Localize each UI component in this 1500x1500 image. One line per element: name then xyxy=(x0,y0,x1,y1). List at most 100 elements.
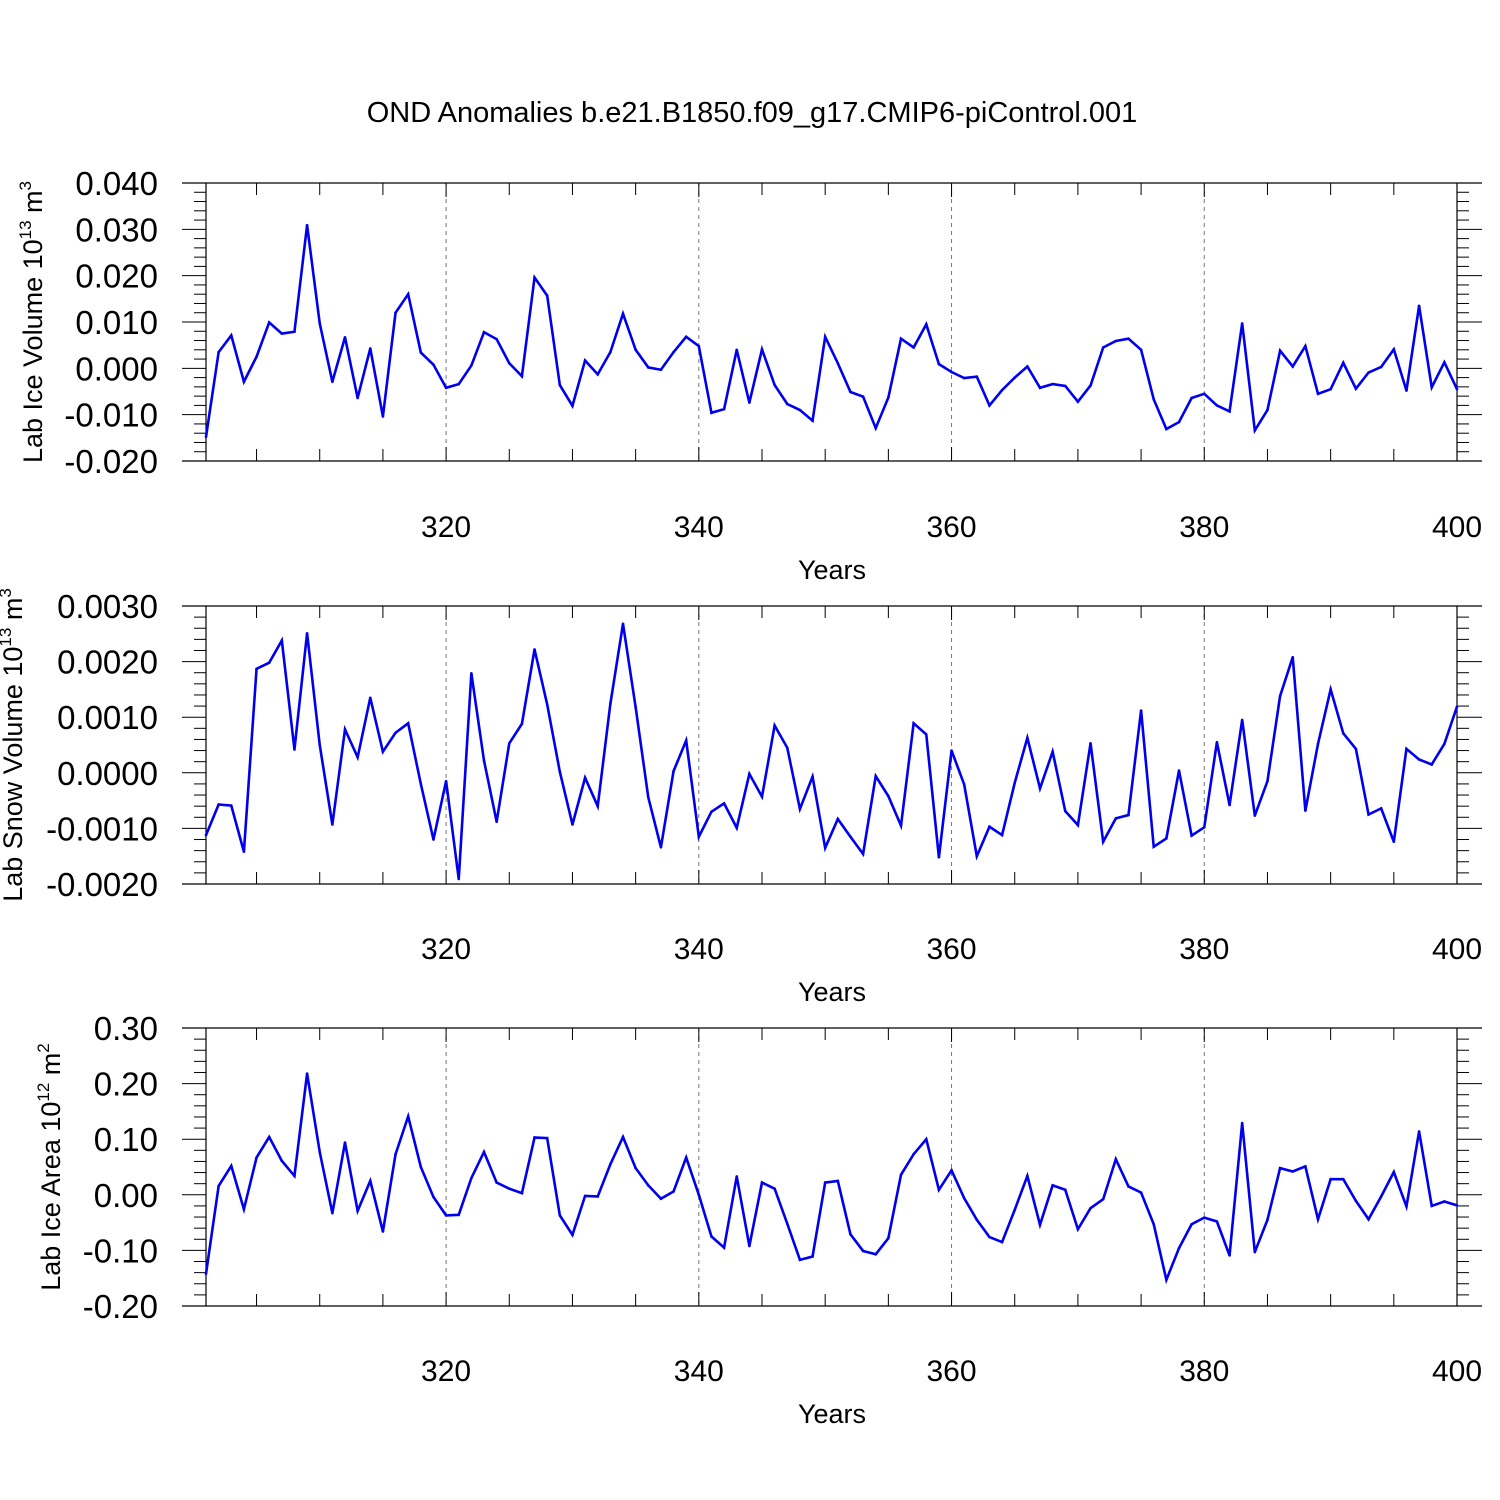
data-point xyxy=(924,323,928,326)
data-point xyxy=(596,804,600,808)
data-point xyxy=(975,1218,979,1222)
data-point xyxy=(356,755,359,759)
data-point xyxy=(229,804,233,807)
y-tick-label: 0.0010 xyxy=(57,699,158,736)
data-point xyxy=(1266,1218,1269,1222)
x-axis-label: Years xyxy=(798,1399,866,1429)
data-point xyxy=(495,820,498,824)
data-point xyxy=(406,1115,410,1118)
data-point xyxy=(507,361,511,365)
data-point xyxy=(899,824,903,827)
x-tick-label: 340 xyxy=(674,511,724,544)
data-point xyxy=(1367,371,1370,374)
data-point xyxy=(1202,392,1206,396)
data-point xyxy=(419,1165,423,1169)
y-tick-label: -0.10 xyxy=(83,1232,158,1269)
data-point xyxy=(1304,809,1307,812)
data-point xyxy=(1455,1204,1459,1207)
data-point xyxy=(1379,807,1383,810)
data-point xyxy=(1329,387,1332,391)
series-line xyxy=(204,623,1459,880)
x-tick-label: 400 xyxy=(1432,1355,1482,1388)
data-point xyxy=(495,1181,498,1184)
data-point xyxy=(646,1184,650,1187)
data-point xyxy=(1379,1195,1383,1198)
data-point xyxy=(293,1174,296,1178)
data-point xyxy=(937,362,941,366)
y-label-text: Lab Ice Volume 10 xyxy=(18,239,48,463)
data-point xyxy=(1038,386,1042,390)
data-point xyxy=(545,294,549,297)
data-point xyxy=(773,383,776,387)
data-point xyxy=(255,355,258,359)
data-point xyxy=(899,337,903,340)
data-point xyxy=(558,383,562,387)
data-point xyxy=(924,733,928,736)
data-point xyxy=(1026,1174,1029,1178)
data-point xyxy=(1316,392,1320,396)
data-point xyxy=(1392,1170,1396,1174)
data-point xyxy=(394,311,397,315)
data-point xyxy=(785,402,789,406)
data-point xyxy=(1089,384,1092,387)
y-tick-label: 0.010 xyxy=(75,304,158,341)
data-point xyxy=(672,769,675,773)
y-axis-label: Lab Ice Area 1012 m2 xyxy=(34,1043,66,1291)
data-point xyxy=(1038,787,1042,790)
data-point xyxy=(836,817,840,821)
data-point xyxy=(545,703,549,706)
data-point xyxy=(368,696,372,700)
data-point xyxy=(1417,1130,1421,1133)
data-point xyxy=(1114,339,1118,343)
data-point xyxy=(204,435,208,439)
data-point xyxy=(1051,750,1054,753)
data-point xyxy=(609,350,612,354)
data-point xyxy=(406,722,410,725)
data-point xyxy=(1443,361,1446,364)
data-point xyxy=(621,1135,625,1139)
x-axis-label: Years xyxy=(798,977,866,1007)
data-point xyxy=(684,739,688,742)
y-tick-label: 0.00 xyxy=(94,1177,158,1214)
data-point xyxy=(823,846,827,850)
data-point xyxy=(1013,1208,1017,1212)
data-point xyxy=(1177,420,1181,424)
data-point xyxy=(912,1152,915,1156)
data-point xyxy=(229,334,233,337)
data-point xyxy=(558,1214,562,1217)
data-point xyxy=(1165,1278,1168,1282)
data-point xyxy=(735,348,739,352)
data-point xyxy=(773,1187,776,1190)
data-point xyxy=(267,661,271,665)
y-label-text: m xyxy=(36,1053,66,1076)
data-point xyxy=(1443,742,1446,746)
data-point xyxy=(533,1136,536,1139)
data-point xyxy=(760,348,764,351)
data-point xyxy=(1101,840,1105,844)
data-point xyxy=(748,772,751,776)
data-point xyxy=(1114,1157,1118,1161)
data-point xyxy=(1101,1197,1105,1201)
data-point xyxy=(1430,763,1434,766)
data-point xyxy=(394,731,397,735)
data-point xyxy=(811,1255,814,1258)
data-point xyxy=(988,825,991,829)
data-point xyxy=(204,833,208,837)
data-point xyxy=(482,759,486,762)
data-point xyxy=(470,364,473,367)
data-point xyxy=(748,401,751,404)
data-point xyxy=(343,1141,347,1144)
data-point xyxy=(1266,779,1269,783)
data-point xyxy=(242,1207,246,1211)
data-point xyxy=(457,1213,461,1217)
data-point xyxy=(217,1184,220,1188)
data-point xyxy=(1341,361,1345,365)
data-point xyxy=(861,395,865,398)
data-point xyxy=(924,1137,928,1141)
data-point xyxy=(609,702,612,706)
y-tick-label: -0.010 xyxy=(64,397,158,434)
data-point xyxy=(343,728,347,731)
data-point xyxy=(1392,348,1396,351)
data-point xyxy=(1278,349,1282,353)
y-label-superscript: 3 xyxy=(0,588,15,597)
